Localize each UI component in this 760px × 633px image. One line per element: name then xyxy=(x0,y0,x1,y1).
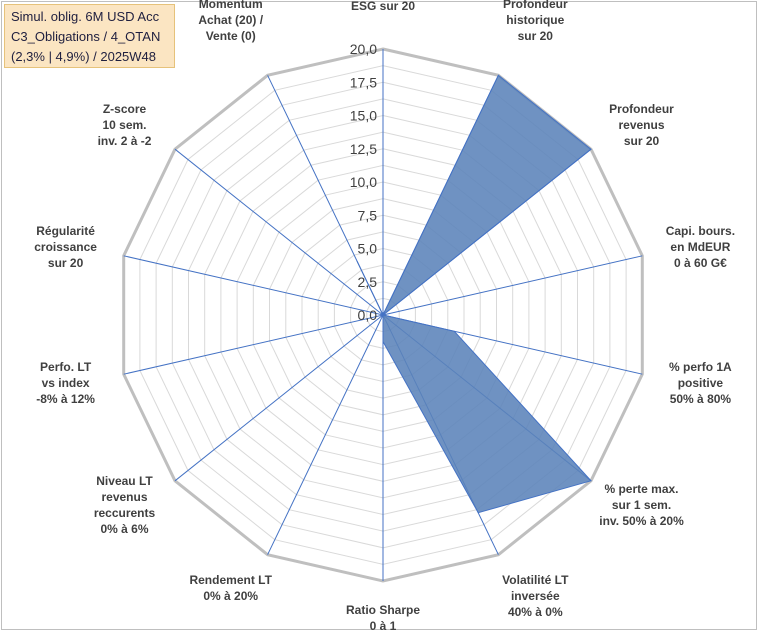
axis-label-line: 50% à 80% xyxy=(670,392,732,406)
axis-label-line: Perfo. LT xyxy=(40,360,92,374)
title-box: Simul. oblig. 6M USD Acc C3_Obligations … xyxy=(4,4,175,68)
tick-label: 20,0 xyxy=(350,41,377,57)
axis-label: Profondeur historique sur 20 xyxy=(503,0,568,43)
tick-label: 2,5 xyxy=(358,274,378,290)
axis-label-line: Achat (20) / xyxy=(198,13,263,27)
axis-label-line: sur 20 xyxy=(624,134,660,148)
axis-label: Rendement LT 0% à 20% xyxy=(189,573,272,603)
axis-label-line: sur 20 xyxy=(518,29,554,43)
axis-label-line: croissance xyxy=(34,240,97,254)
axis-label-line: % perte max. xyxy=(604,482,678,496)
tick-label: 0,0 xyxy=(358,307,378,323)
axis-label: Niveau LT revenus reccurents 0% à 6% xyxy=(94,474,156,536)
axis-label: Z-score 10 sem. inv. 2 à -2 xyxy=(98,102,152,148)
axis-label: NoteESG sur 20 xyxy=(351,0,415,13)
axis-label: Momentum Achat (20) / Vente (0) xyxy=(198,0,263,43)
axis-spoke xyxy=(123,314,384,375)
title-line-2: C3_Obligations / 4_OTAN xyxy=(11,29,161,44)
axis-label-line: reccurents xyxy=(94,506,156,520)
axis-label-line: 0% à 6% xyxy=(100,522,148,536)
axis-label-line: 0 à 60 G€ xyxy=(674,256,727,270)
axis-label-line: 10 sem. xyxy=(102,118,146,132)
tick-label: 7,5 xyxy=(358,207,378,223)
axis-label-line: sur 20 xyxy=(48,256,84,270)
axis-label-line: historique xyxy=(506,13,564,27)
axis-label-line: Profondeur xyxy=(503,0,568,11)
title-line-3: (2,3% | 4,9%) / 2025W48 xyxy=(11,49,157,64)
axis-label: Volatilité LT inversée 40% à 0% xyxy=(502,573,569,619)
axis-spoke xyxy=(382,255,643,316)
axis-label: Régularité croissance sur 20 xyxy=(34,224,97,270)
tick-label: 12,5 xyxy=(350,141,377,157)
axis-label-line: Niveau LT xyxy=(96,474,153,488)
axis-label: Capi. bours. en MdEUR 0 à 60 G€ xyxy=(666,224,735,270)
axis-label: Profondeur revenus sur 20 xyxy=(609,102,674,148)
axis-label-line: inv. 50% à 20% xyxy=(599,514,684,528)
axis-label-line: Ratio Sharpe xyxy=(346,603,420,617)
title-line-1: Simul. oblig. 6M USD Acc xyxy=(11,9,160,24)
axis-spoke xyxy=(267,314,384,555)
axis-label: % perte max. sur 1 sem. inv. 50% à 20% xyxy=(599,482,684,528)
tick-label: 10,0 xyxy=(350,174,377,190)
tick-label: 15,0 xyxy=(350,108,377,124)
axis-label-line: revenus xyxy=(618,118,664,132)
axis-label-line: % perfo 1A xyxy=(669,360,732,374)
axis-label-line: inv. 2 à -2 xyxy=(98,134,152,148)
axis-label-line: Volatilité LT xyxy=(502,573,569,587)
axis-label-line: Z-score xyxy=(103,102,147,116)
axis-label: Ratio Sharpe 0 à 1 xyxy=(346,603,420,633)
axis-label-line: Momentum xyxy=(199,0,263,11)
axis-spoke xyxy=(174,314,384,482)
axis-label-line: -8% à 12% xyxy=(36,392,95,406)
axis-label-line: Rendement LT xyxy=(189,573,272,587)
axis-label-line: inversée xyxy=(511,589,560,603)
axis-label-line: Capi. bours. xyxy=(666,224,735,238)
axis-label-line: positive xyxy=(678,376,724,390)
axis-label-line: Profondeur xyxy=(609,102,674,116)
axis-label: % perfo 1A positive 50% à 80% xyxy=(669,360,732,406)
axis-spoke xyxy=(174,148,384,316)
axis-label-line: sur 1 sem. xyxy=(612,498,671,512)
axis-label-line: ESG sur 20 xyxy=(351,0,415,13)
axis-label-line: revenus xyxy=(101,490,147,504)
axis-label-line: 0% à 20% xyxy=(203,589,258,603)
axis-label-line: Régularité xyxy=(36,224,95,238)
axis-label-line: 0 à 1 xyxy=(370,619,397,633)
axis-label-line: Vente (0) xyxy=(206,29,256,43)
axis-label: Perfo. LT vs index -8% à 12% xyxy=(36,360,95,406)
axis-label-line: 40% à 0% xyxy=(508,605,563,619)
axis-label-line: en MdEUR xyxy=(670,240,730,254)
axis-label-line: vs index xyxy=(42,376,90,390)
tick-label: 17,5 xyxy=(350,74,377,90)
axis-spoke xyxy=(123,255,384,316)
tick-label: 5,0 xyxy=(358,241,378,257)
data-series-area xyxy=(356,74,592,514)
